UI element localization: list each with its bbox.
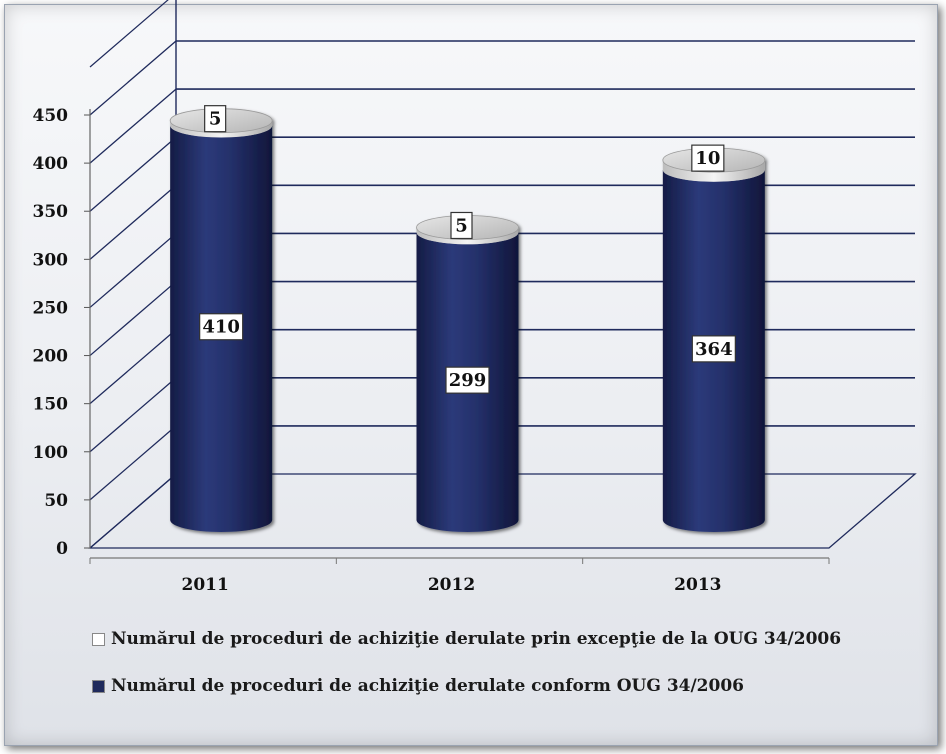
legend-label-exception: Numărul de proceduri de achiziţie derula… xyxy=(111,629,842,649)
data-label-box-exception xyxy=(204,105,227,133)
data-label-exception-2013: 10 xyxy=(695,148,720,169)
data-label-box-conform xyxy=(445,366,490,394)
grid-diagonal-400 xyxy=(89,88,177,164)
y-tick-label: 450 xyxy=(33,106,69,126)
y-tick-label: 200 xyxy=(33,347,69,367)
grid-diagonal-300 xyxy=(89,184,177,260)
y-tick-label: 250 xyxy=(33,298,69,318)
legend-item-exception: Numărul de proceduri de achiziţie derula… xyxy=(92,626,841,652)
y-tick-label: 50 xyxy=(44,491,68,511)
data-label-exception-2012: 5 xyxy=(455,215,468,236)
axis-layer: 0 50 100 150 200 250 300 350 400 450 2011 2012 2013 xyxy=(33,106,830,595)
grid-diagonal-250 xyxy=(89,232,177,308)
y-tick-label: 150 xyxy=(33,395,69,415)
y-tick-label: 400 xyxy=(33,154,69,174)
y-tick-label: 350 xyxy=(33,202,69,222)
data-label-box-conform xyxy=(199,313,244,341)
data-label-box-conform xyxy=(691,335,736,363)
data-label-conform-2012: 299 xyxy=(449,370,487,391)
data-label-conform-2013: 364 xyxy=(695,339,733,360)
x-category-label: 2012 xyxy=(428,575,475,595)
grid-diagonal-350 xyxy=(89,136,177,212)
y-tick-label: 300 xyxy=(33,250,69,270)
legend-swatch-conform xyxy=(92,679,105,693)
y-tick-label: 100 xyxy=(33,443,69,463)
legend-item-conform: Numărul de proceduri de achiziţie derula… xyxy=(92,673,841,699)
grid-layer xyxy=(88,0,917,549)
bars-layer xyxy=(169,108,766,533)
bar-exception-2013 xyxy=(662,160,765,182)
labels-layer: 410 5 299 5 364 10 xyxy=(199,105,736,394)
grid-diagonal-150 xyxy=(89,329,177,405)
grid-diagonal-450 xyxy=(89,40,177,116)
grid-diagonal-100 xyxy=(89,377,177,453)
x-category-label: 2011 xyxy=(182,575,229,595)
legend-label-conform: Numărul de proceduri de achiziţie derula… xyxy=(111,676,745,696)
bar-exception-2012 xyxy=(416,227,519,245)
grid-diagonal-50 xyxy=(89,425,177,501)
data-label-box-exception xyxy=(450,211,473,240)
grid-diagonal-top xyxy=(89,0,169,68)
floor-outline xyxy=(88,473,917,549)
grid-diagonal-200 xyxy=(89,281,177,357)
data-label-exception-2011: 5 xyxy=(209,109,222,130)
data-label-conform-2011: 410 xyxy=(202,317,240,338)
data-label-box-exception xyxy=(691,144,725,172)
bar-exception-2011 xyxy=(170,120,273,138)
y-tick-label: 0 xyxy=(56,539,68,559)
legend-swatch-exception xyxy=(92,632,105,646)
x-category-label: 2013 xyxy=(674,575,721,595)
legend: Numărul de proceduri de achiziţie derula… xyxy=(92,626,841,720)
